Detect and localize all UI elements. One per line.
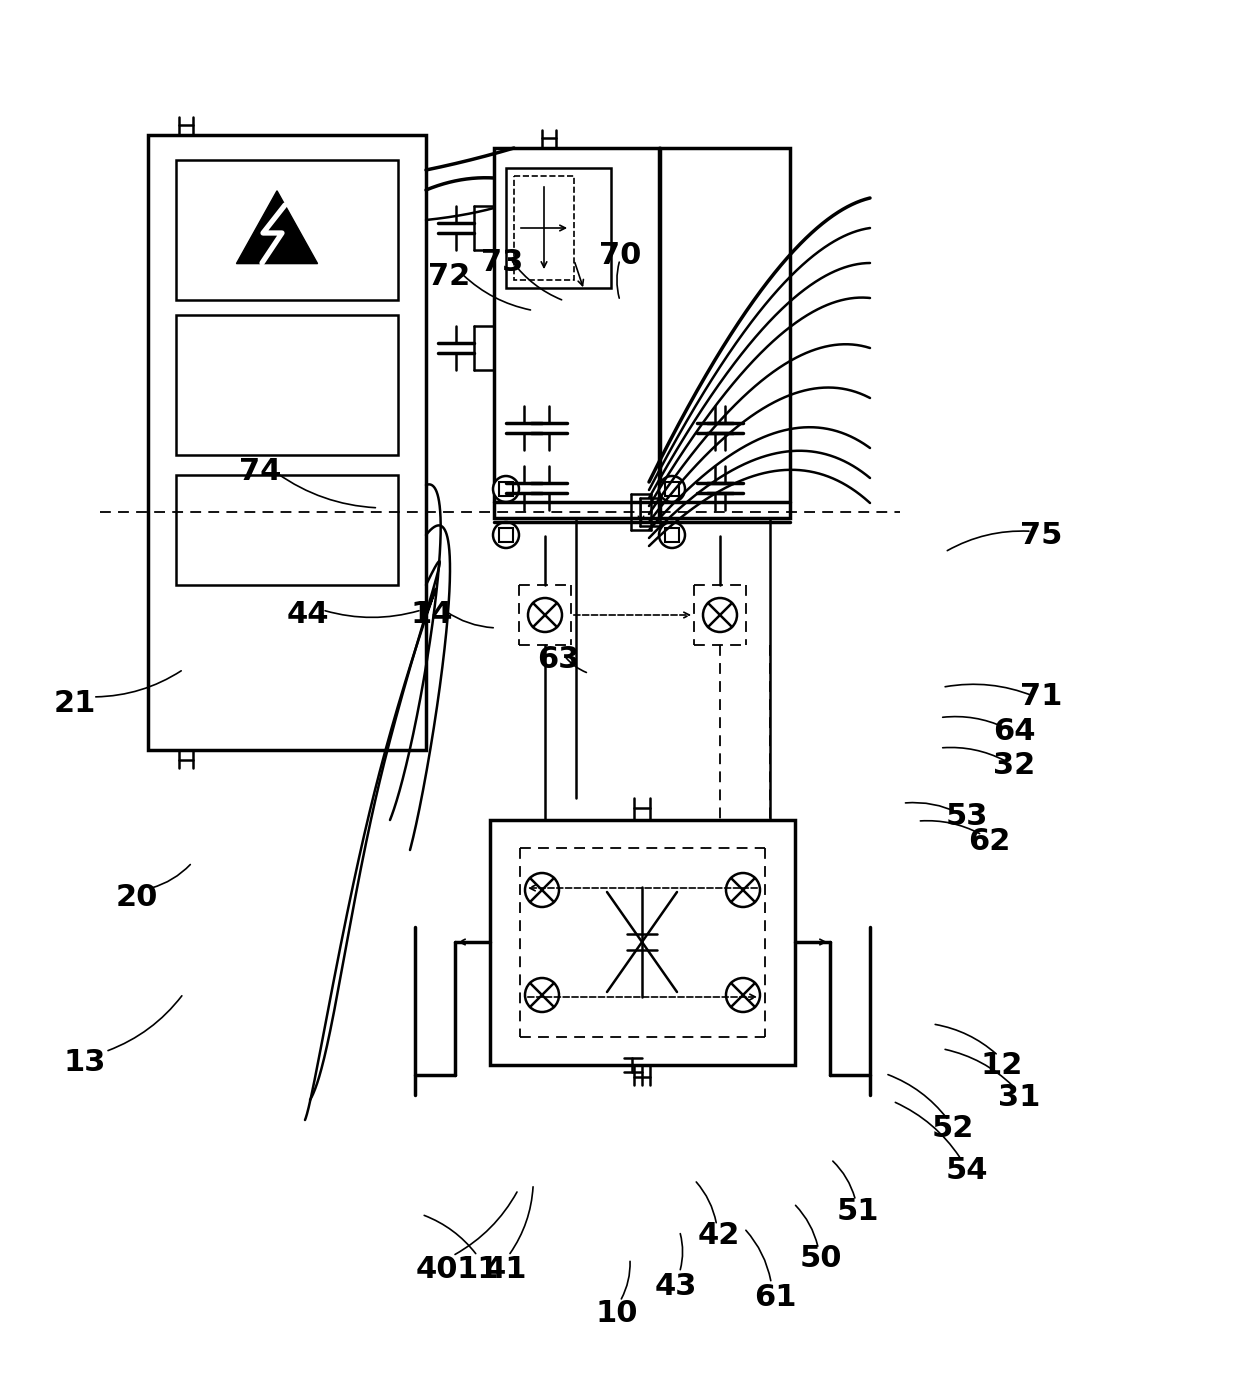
Text: 63: 63 <box>537 644 579 675</box>
Circle shape <box>525 874 559 907</box>
Text: 43: 43 <box>655 1271 697 1301</box>
Text: 52: 52 <box>931 1114 973 1144</box>
Text: 10: 10 <box>595 1299 637 1329</box>
Text: 72: 72 <box>428 261 470 291</box>
Bar <box>494 148 658 518</box>
Text: 11: 11 <box>456 1254 498 1285</box>
Text: 51: 51 <box>837 1196 879 1227</box>
Circle shape <box>494 476 520 502</box>
Bar <box>665 482 680 497</box>
Text: 61: 61 <box>754 1282 796 1312</box>
Text: 31: 31 <box>998 1082 1040 1112</box>
Text: 50: 50 <box>800 1243 842 1274</box>
Text: 75: 75 <box>1021 520 1063 551</box>
Circle shape <box>703 598 737 632</box>
Circle shape <box>528 598 562 632</box>
Text: 41: 41 <box>485 1254 527 1285</box>
Bar <box>176 160 398 299</box>
Text: 74: 74 <box>239 457 281 487</box>
Circle shape <box>725 978 760 1012</box>
Text: 71: 71 <box>1021 682 1063 712</box>
Bar <box>498 529 513 542</box>
Text: 13: 13 <box>63 1047 105 1078</box>
Text: 44: 44 <box>286 599 329 629</box>
Text: 40: 40 <box>415 1254 458 1285</box>
Circle shape <box>525 978 559 1012</box>
Text: 62: 62 <box>968 827 1011 857</box>
Text: 53: 53 <box>946 802 988 832</box>
Text: 42: 42 <box>698 1220 740 1250</box>
Text: 32: 32 <box>993 751 1035 781</box>
Bar <box>490 820 795 1065</box>
Polygon shape <box>237 190 317 264</box>
Circle shape <box>658 522 684 548</box>
Circle shape <box>494 522 520 548</box>
Text: 64: 64 <box>993 716 1035 747</box>
Circle shape <box>725 874 760 907</box>
Bar <box>660 148 790 518</box>
Bar <box>176 475 398 585</box>
Bar <box>176 315 398 455</box>
Text: 21: 21 <box>53 689 95 719</box>
Text: 73: 73 <box>481 247 523 277</box>
Text: 12: 12 <box>981 1050 1023 1081</box>
Text: 20: 20 <box>115 882 157 912</box>
Bar <box>498 482 513 497</box>
Bar <box>148 135 427 749</box>
Text: 14: 14 <box>410 599 453 629</box>
Bar <box>506 168 611 288</box>
Circle shape <box>658 476 684 502</box>
Text: 70: 70 <box>599 240 641 270</box>
Bar <box>515 177 574 280</box>
Bar <box>665 529 680 542</box>
Text: 54: 54 <box>946 1155 988 1185</box>
